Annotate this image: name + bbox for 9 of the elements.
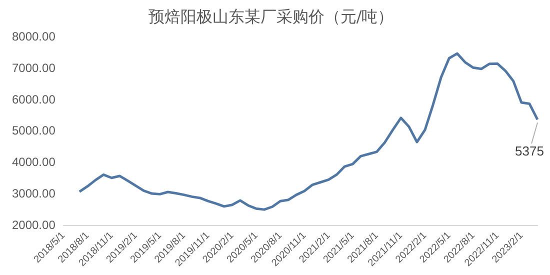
y-tick-label: 6000.00 [12, 92, 56, 106]
y-tick-label: 3000.00 [12, 186, 56, 200]
y-tick-label: 5000.00 [12, 124, 56, 138]
data-label: 5375 [515, 144, 544, 159]
y-tick-label: 4000.00 [12, 155, 56, 170]
y-tick-label: 8000.00 [12, 30, 56, 44]
chart-title: 预焙阳极山东某厂采购价（元/吨） [148, 6, 394, 26]
y-tick-label: 2000.00 [12, 218, 56, 232]
y-tick-label: 7000.00 [12, 60, 56, 75]
